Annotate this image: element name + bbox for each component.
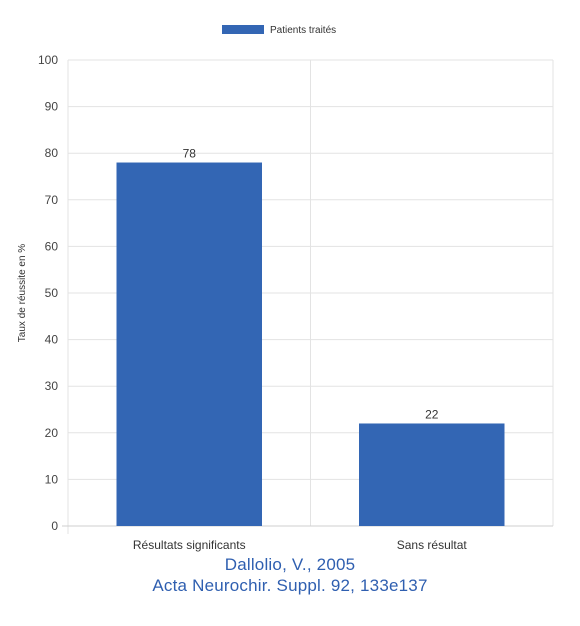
bar-data-label: 78 — [183, 147, 197, 161]
y-axis-title: Taux de réussite en % — [17, 244, 28, 342]
y-tick-label: 90 — [45, 100, 59, 114]
y-tick-label: 60 — [45, 239, 59, 253]
bar — [116, 162, 262, 526]
caption-author: Dallolio, V., 2005 — [224, 555, 356, 574]
y-tick-label: 20 — [45, 426, 59, 440]
y-tick-label: 40 — [45, 333, 59, 347]
legend-label: Patients traités — [270, 25, 336, 36]
legend[interactable]: Patients traités — [222, 25, 336, 36]
y-tick-label: 70 — [45, 193, 59, 207]
y-tick-label: 0 — [51, 519, 58, 533]
bar — [359, 423, 505, 526]
x-tick-label: Résultats significants — [133, 538, 246, 552]
bar-chart: 0 10 20 30 40 50 60 70 80 90 100 78 Résultats signif… — [17, 25, 554, 552]
x-tick-label: Sans résultat — [397, 538, 468, 552]
y-tick-label: 10 — [45, 472, 59, 486]
y-tick-label: 30 — [45, 379, 59, 393]
y-tick-label: 50 — [45, 286, 59, 300]
bar-data-label: 22 — [425, 407, 439, 421]
legend-swatch — [222, 25, 264, 34]
caption-journal: Acta Neurochir. Suppl. 92, 133e137 — [152, 576, 428, 595]
y-tick-label: 80 — [45, 146, 59, 160]
y-tick-label: 100 — [38, 53, 58, 67]
